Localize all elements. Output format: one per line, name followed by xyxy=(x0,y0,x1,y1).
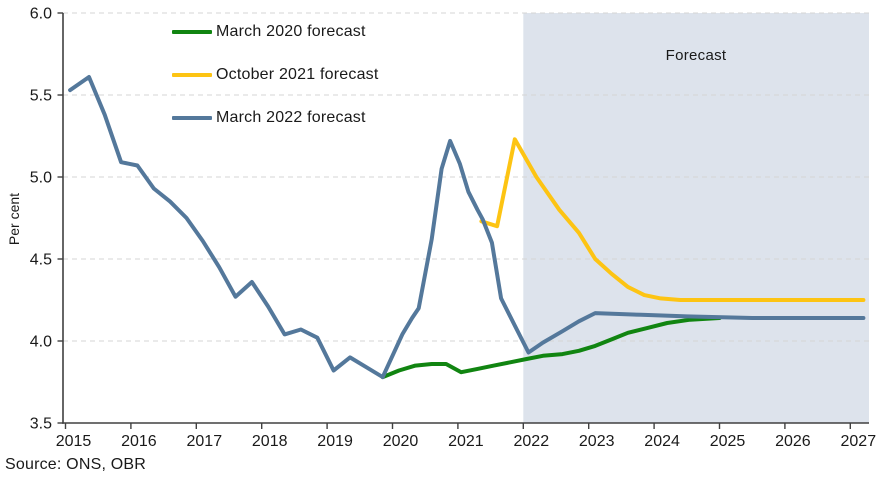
x-tick-label: 2024 xyxy=(644,433,680,450)
legend-swatch-march-2020 xyxy=(172,29,212,34)
y-tick-label: 5.0 xyxy=(30,170,52,187)
x-tick-label: 2022 xyxy=(514,433,550,450)
source-note: Source: ONS, OBR xyxy=(5,456,147,473)
forecast-band-label: Forecast xyxy=(665,47,727,64)
x-tick-label: 2015 xyxy=(56,433,92,450)
y-tick-label: 5.5 xyxy=(30,88,52,105)
chart-legend: March 2020 forecast October 2021 forecas… xyxy=(172,21,379,150)
legend-label: October 2021 forecast xyxy=(216,65,379,83)
legend-label: March 2020 forecast xyxy=(216,22,366,40)
x-tick-label: 2026 xyxy=(775,433,811,450)
y-tick-label: 4.0 xyxy=(30,334,52,351)
y-axis-title: Per cent xyxy=(6,192,22,246)
legend-label: March 2022 forecast xyxy=(216,108,366,126)
legend-swatch-october-2021 xyxy=(172,72,212,77)
y-tick-label: 6.0 xyxy=(30,6,52,23)
series-line-october-2021-forecast xyxy=(479,137,866,302)
y-tick-label: 3.5 xyxy=(30,416,52,433)
x-tick-label: 2023 xyxy=(579,433,615,450)
legend-item-march-2020: March 2020 forecast xyxy=(172,21,379,42)
x-tick-label: 2016 xyxy=(121,433,157,450)
y-tick-label: 4.5 xyxy=(30,252,52,269)
x-tick-label: 2020 xyxy=(383,433,419,450)
series-line-march-2022-forecast xyxy=(68,75,866,380)
x-tick-label: 2017 xyxy=(187,433,223,450)
legend-item-march-2022: March 2022 forecast xyxy=(172,107,379,128)
forecast-band xyxy=(523,13,869,423)
x-tick-label: 2019 xyxy=(317,433,353,450)
series-line-march-2020-forecast xyxy=(380,316,722,380)
legend-swatch-march-2022 xyxy=(172,115,212,120)
x-tick-label: 2018 xyxy=(252,433,288,450)
legend-item-october-2021: October 2021 forecast xyxy=(172,64,379,85)
x-tick-label: 2021 xyxy=(448,433,484,450)
x-tick-label: 2025 xyxy=(710,433,746,450)
x-tick-label: 2027 xyxy=(841,433,877,450)
